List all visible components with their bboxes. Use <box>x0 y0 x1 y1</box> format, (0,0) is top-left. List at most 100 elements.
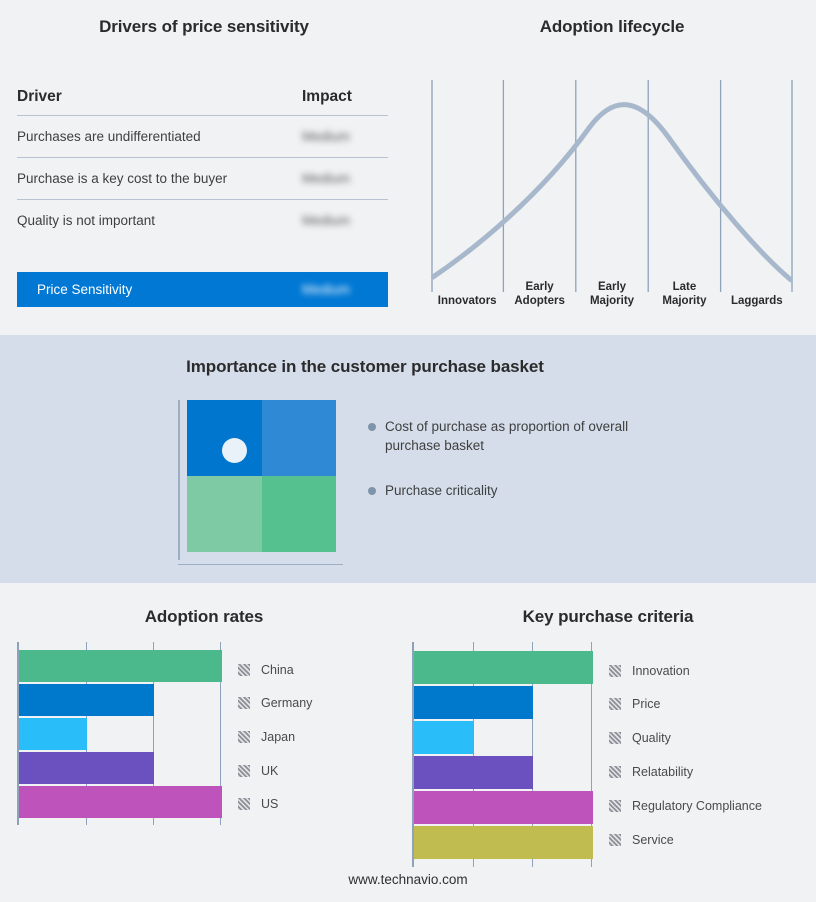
column-header-impact: Impact <box>302 88 352 105</box>
hatched-square-icon <box>609 732 621 744</box>
price-sensitivity-summary-row: Price Sensitivity Medium <box>17 272 388 307</box>
segment-line-1: Early <box>597 281 627 293</box>
legend-item: Cost of purchase as proportion of overal… <box>368 417 668 455</box>
legend-item-quality: Quality <box>609 721 762 755</box>
drivers-title: Drivers of price sensitivity <box>99 17 309 36</box>
quadrant-top-left <box>187 400 262 476</box>
adoption-plot-area <box>17 642 222 825</box>
lifecycle-segment-early-adopters: Early Adopters <box>503 266 575 310</box>
legend-label: Quality <box>632 731 671 745</box>
driver-label: Purchases are undifferentiated <box>17 129 201 144</box>
hatched-square-icon <box>238 664 250 676</box>
summary-label: Price Sensitivity <box>37 282 133 297</box>
bar-slot <box>19 649 222 682</box>
purchase-basket-panel: Importance in the customer purchase bask… <box>0 335 816 583</box>
legend-item-japan: Japan <box>238 720 312 754</box>
bar-slot <box>414 685 593 719</box>
lifecycle-segment-innovators: Innovators <box>431 266 503 310</box>
gridline <box>532 642 533 867</box>
quadrant-matrix <box>178 400 343 565</box>
hatched-square-icon <box>238 798 250 810</box>
bell-curve-path <box>431 102 793 283</box>
quadrant-bottom-left <box>187 476 262 552</box>
bar-slot <box>19 751 222 784</box>
impact-value: Medium <box>302 213 351 228</box>
position-dot-icon <box>222 438 247 463</box>
legend-label: China <box>261 663 294 677</box>
gridline <box>220 642 221 825</box>
impact-value: Medium <box>302 129 351 144</box>
adoption-rates-title: Adoption rates <box>144 607 264 626</box>
legend-label: Japan <box>261 730 296 744</box>
basket-title: Importance in the customer purchase bask… <box>186 357 544 376</box>
bar-slot <box>414 650 593 684</box>
key-purchase-criteria-panel: Key purchase criteria <box>400 583 816 902</box>
basket-legend: Cost of purchase as proportion of overal… <box>368 417 668 526</box>
footer-url: www.technavio.com <box>348 872 468 887</box>
bar-slot <box>414 720 593 754</box>
lifecycle-segment-labels: Innovators Early Adopters Early Majority… <box>431 266 793 310</box>
hatched-square-icon <box>238 731 250 743</box>
gridline <box>153 642 154 825</box>
segment-line-2: Adopters <box>514 294 565 307</box>
bar-us <box>19 785 222 818</box>
adoption-lifecycle-panel: Adoption lifecycle Innovators Early Adop… <box>408 0 816 335</box>
criteria-plot-area <box>412 642 593 867</box>
table-divider <box>17 157 388 158</box>
adoption-rates-panel: Adoption rates <box>0 583 408 902</box>
table-row: Quality is not important Medium <box>17 200 388 241</box>
bar-innovation <box>414 650 593 684</box>
gridline <box>473 642 474 867</box>
table-row: Purchase is a key cost to the buyer Medi… <box>17 158 388 199</box>
segment-line-2: Laggards <box>730 294 783 307</box>
bar-germany <box>19 683 155 716</box>
criteria-bars <box>414 642 593 867</box>
bullet-dot-icon <box>368 487 376 495</box>
driver-label: Quality is not important <box>17 213 156 228</box>
quadrant-y-axis <box>178 400 180 560</box>
bar-slot <box>19 785 222 818</box>
legend-item-us: US <box>238 788 312 820</box>
drivers-panel: Drivers of price sensitivity Driver Impa… <box>0 0 408 335</box>
bar-slot <box>414 825 593 859</box>
bar-service <box>414 825 593 859</box>
hatched-square-icon <box>609 833 621 846</box>
bar-quality <box>414 720 474 754</box>
hatched-square-icon <box>609 664 621 677</box>
legend-label: Service <box>632 832 674 847</box>
drivers-table: Driver Impact Purchases are undifferenti… <box>17 88 388 241</box>
hatched-square-icon <box>609 698 621 710</box>
table-divider <box>17 199 388 200</box>
y-axis-line <box>412 642 414 867</box>
hatched-square-icon <box>609 800 621 812</box>
legend-label: Price <box>632 697 661 711</box>
criteria-legend: Innovation Price Quality Relatability Re… <box>609 642 762 867</box>
column-header-driver: Driver <box>17 88 62 105</box>
y-axis-line <box>17 642 19 825</box>
legend-label: Cost of purchase as proportion of overal… <box>385 419 629 453</box>
legend-item-germany: Germany <box>238 686 312 720</box>
legend-label: Purchase criticality <box>385 483 498 498</box>
criteria-title: Key purchase criteria <box>522 607 694 626</box>
quadrant-bottom-right <box>261 476 336 552</box>
hatched-square-icon <box>238 697 250 709</box>
segment-line-1: Late <box>672 281 697 293</box>
legend-label: UK <box>261 764 279 778</box>
bar-relatability <box>414 755 534 789</box>
quadrant-top-right <box>261 400 336 476</box>
legend-item-relatability: Relatability <box>609 755 762 789</box>
hatched-square-icon <box>238 765 250 777</box>
table-row: Purchases are undifferentiated Medium <box>17 116 388 157</box>
lifecycle-curve-svg <box>431 80 793 292</box>
bar-slot <box>414 790 593 824</box>
legend-item-uk: UK <box>238 754 312 788</box>
bar-price <box>414 685 534 719</box>
adoption-rates-chart: China Germany Japan UK US <box>17 642 312 825</box>
lifecycle-segment-late-majority: Late Majority <box>648 266 720 310</box>
quadrant-cells <box>187 400 336 552</box>
legend-label: Regulatory Compliance <box>632 799 762 813</box>
legend-item-innovation: Innovation <box>609 654 762 687</box>
legend-label: US <box>261 797 279 811</box>
bar-slot <box>19 683 222 716</box>
impact-value: Medium <box>302 171 351 186</box>
